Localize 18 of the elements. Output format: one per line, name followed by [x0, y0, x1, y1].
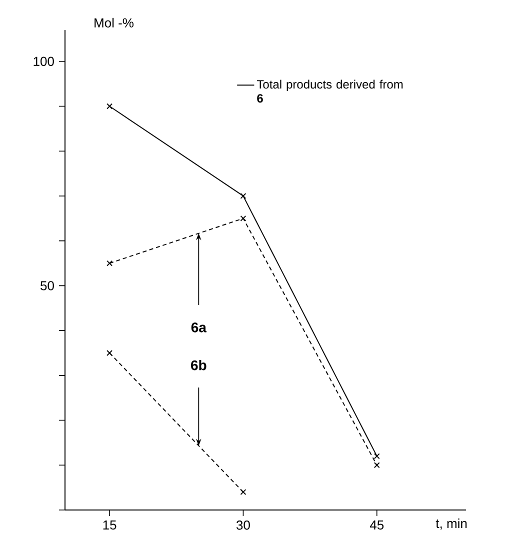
point	[106, 260, 113, 266]
point	[374, 462, 380, 468]
point	[240, 193, 246, 199]
x-tick-label: 45	[370, 520, 384, 530]
point	[374, 453, 380, 460]
y-axis-title: Mol -%	[94, 18, 134, 28]
x-axis-title: t, min	[436, 518, 467, 530]
point	[240, 215, 246, 222]
legend-label: Total products derived from 6	[256, 80, 403, 103]
point	[240, 489, 246, 496]
point	[106, 350, 113, 356]
y-tick-label: 50	[40, 281, 54, 290]
annotation: 6b	[191, 360, 206, 370]
y-tick-label: 100	[34, 56, 54, 66]
x-tick-label: 15	[103, 520, 116, 530]
point	[106, 103, 113, 110]
annotation: 6a	[191, 322, 207, 332]
x-tick-label: 30	[236, 520, 250, 530]
